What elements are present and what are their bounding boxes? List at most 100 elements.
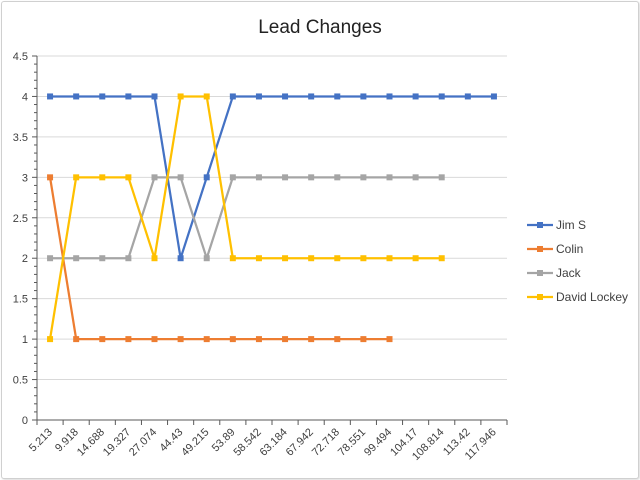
x-tick-label: 58.542 xyxy=(232,426,264,458)
data-point xyxy=(151,174,158,181)
data-point xyxy=(151,336,158,343)
data-point xyxy=(386,336,393,343)
y-tick-label: 4.5 xyxy=(13,51,28,63)
legend-marker xyxy=(537,246,543,252)
x-tick-label: 5.213 xyxy=(27,426,55,454)
chart-title: Lead Changes xyxy=(258,17,382,38)
legend-label: Colin xyxy=(556,242,583,256)
data-point xyxy=(125,336,132,343)
legend-label: Jack xyxy=(556,266,582,280)
data-point xyxy=(438,255,445,262)
data-point xyxy=(360,255,367,262)
y-tick-label: 3 xyxy=(22,172,28,184)
data-point xyxy=(255,336,262,343)
series-line-jack xyxy=(50,176,442,260)
data-point xyxy=(99,93,106,100)
data-point xyxy=(334,93,341,100)
data-point xyxy=(47,93,54,100)
data-point xyxy=(438,93,445,100)
legend: Jim S Colin Jack David Lockey xyxy=(527,218,628,304)
x-tick-labels: 5.2139.91814.68819.32727.07444.4349.2155… xyxy=(27,426,499,463)
data-point xyxy=(229,93,236,100)
x-tick-label: 63.184 xyxy=(258,426,290,458)
data-point xyxy=(308,255,315,262)
data-point xyxy=(99,255,106,262)
data-point xyxy=(203,255,210,262)
y-tick-label: 2.5 xyxy=(13,213,28,225)
gridlines xyxy=(37,55,507,381)
series-lines xyxy=(48,95,494,341)
data-point xyxy=(177,336,184,343)
x-tick-label: 14.688 xyxy=(75,426,107,458)
data-point xyxy=(386,174,393,181)
data-point xyxy=(151,93,158,100)
y-tick-label: 0.5 xyxy=(13,375,28,387)
legend-item: Jack xyxy=(527,266,582,280)
legend-marker xyxy=(537,294,543,300)
data-point xyxy=(308,174,315,181)
data-point xyxy=(282,174,289,181)
x-tick-label: 67.942 xyxy=(284,426,316,458)
y-tick-label: 2 xyxy=(22,253,28,265)
data-point xyxy=(73,93,80,100)
data-point xyxy=(334,255,341,262)
data-point xyxy=(229,174,236,181)
data-point xyxy=(47,174,54,181)
data-point xyxy=(229,336,236,343)
data-point xyxy=(490,93,497,100)
data-point xyxy=(73,336,80,343)
data-point xyxy=(151,255,158,262)
legend-marker xyxy=(537,270,543,276)
series-line-david-lockey xyxy=(48,95,442,340)
data-point xyxy=(412,255,419,262)
x-tick-label: 78.551 xyxy=(336,426,368,458)
data-point xyxy=(73,255,80,262)
x-tick-label: 49.215 xyxy=(179,426,211,458)
y-tick-label: 4 xyxy=(22,91,28,103)
series-line-jim-s xyxy=(50,95,494,260)
data-point xyxy=(438,174,445,181)
data-point xyxy=(255,93,262,100)
data-point xyxy=(203,174,210,181)
data-point xyxy=(255,255,262,262)
series-markers xyxy=(47,93,497,343)
data-point xyxy=(229,255,236,262)
data-point xyxy=(73,174,80,181)
data-point xyxy=(125,174,132,181)
data-point xyxy=(334,174,341,181)
series-line-colin xyxy=(48,177,390,341)
data-point xyxy=(386,255,393,262)
data-point xyxy=(99,174,106,181)
data-point xyxy=(47,255,54,262)
legend-marker xyxy=(537,222,543,228)
legend-label: Jim S xyxy=(556,218,586,232)
data-point xyxy=(177,174,184,181)
data-point xyxy=(203,93,210,100)
data-point xyxy=(386,93,393,100)
axes xyxy=(32,55,508,425)
data-point xyxy=(177,93,184,100)
data-point xyxy=(177,255,184,262)
y-tick-label: 1.5 xyxy=(13,294,28,306)
x-tick-label: 72.718 xyxy=(310,426,342,458)
legend-item: Colin xyxy=(527,242,583,256)
legend-item: David Lockey xyxy=(527,290,628,304)
data-point xyxy=(282,336,289,343)
x-tick-label: 19.327 xyxy=(101,426,133,458)
data-point xyxy=(125,255,132,262)
data-point xyxy=(125,93,132,100)
data-point xyxy=(308,336,315,343)
y-tick-label: 0 xyxy=(22,415,28,427)
legend-item: Jim S xyxy=(527,218,586,232)
data-point xyxy=(47,336,54,343)
legend-label: David Lockey xyxy=(556,290,628,304)
x-tick-label: 99.494 xyxy=(362,426,394,458)
data-point xyxy=(308,93,315,100)
data-point xyxy=(282,93,289,100)
data-point xyxy=(360,174,367,181)
data-point xyxy=(412,93,419,100)
x-tick-label: 27.074 xyxy=(127,426,159,458)
data-point xyxy=(360,93,367,100)
y-tick-labels: 0 0.5 1 1.5 2 2.5 3 3.5 4 4.5 xyxy=(13,51,28,427)
